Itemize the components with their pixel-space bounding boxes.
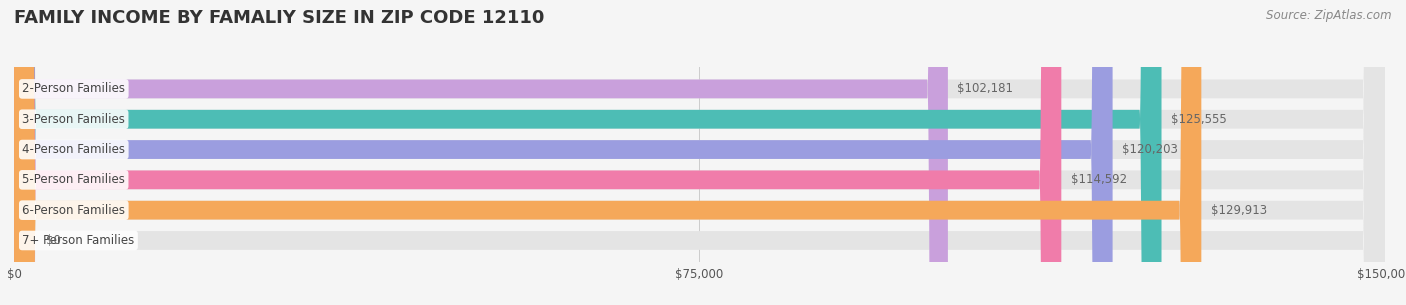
- Text: FAMILY INCOME BY FAMALIY SIZE IN ZIP CODE 12110: FAMILY INCOME BY FAMALIY SIZE IN ZIP COD…: [14, 9, 544, 27]
- Text: 3-Person Families: 3-Person Families: [22, 113, 125, 126]
- Text: $114,592: $114,592: [1071, 173, 1128, 186]
- Text: $129,913: $129,913: [1211, 204, 1267, 217]
- FancyBboxPatch shape: [14, 0, 1201, 305]
- Text: Source: ZipAtlas.com: Source: ZipAtlas.com: [1267, 9, 1392, 22]
- FancyBboxPatch shape: [14, 0, 1161, 305]
- FancyBboxPatch shape: [14, 0, 1062, 305]
- Text: $102,181: $102,181: [957, 82, 1014, 95]
- Text: $0: $0: [46, 234, 60, 247]
- FancyBboxPatch shape: [14, 0, 1385, 305]
- FancyBboxPatch shape: [14, 0, 1385, 305]
- FancyBboxPatch shape: [14, 0, 1385, 305]
- FancyBboxPatch shape: [14, 0, 1385, 305]
- Text: 6-Person Families: 6-Person Families: [22, 204, 125, 217]
- FancyBboxPatch shape: [14, 0, 1385, 305]
- FancyBboxPatch shape: [14, 0, 1112, 305]
- Text: 2-Person Families: 2-Person Families: [22, 82, 125, 95]
- FancyBboxPatch shape: [14, 0, 948, 305]
- FancyBboxPatch shape: [14, 0, 1385, 305]
- Text: $120,203: $120,203: [1122, 143, 1178, 156]
- Text: 5-Person Families: 5-Person Families: [22, 173, 125, 186]
- Text: $125,555: $125,555: [1171, 113, 1227, 126]
- Text: 7+ Person Families: 7+ Person Families: [22, 234, 135, 247]
- Text: 4-Person Families: 4-Person Families: [22, 143, 125, 156]
